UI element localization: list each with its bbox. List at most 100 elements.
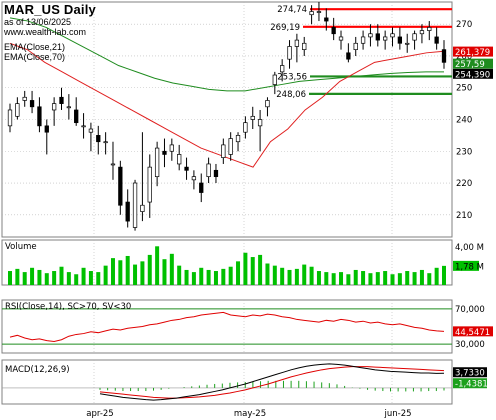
price-tick-label: 230 <box>456 147 472 157</box>
volume-bar <box>44 273 49 285</box>
volume-bar <box>309 266 314 285</box>
volume-bar <box>287 269 292 285</box>
ema70-label: EMA(Close,70) <box>4 52 66 62</box>
volume-bar <box>250 257 255 285</box>
candle-body <box>191 176 197 181</box>
volume-bar <box>125 255 130 285</box>
site-url: www.wealth-lab.com <box>4 27 87 37</box>
candle-body <box>265 100 270 108</box>
candle-body <box>103 141 108 144</box>
volume-bar <box>155 246 160 285</box>
candle-body <box>81 125 86 128</box>
volume-bar <box>66 272 71 285</box>
level-label: 248,06 <box>276 90 306 100</box>
macd-hist-tag-label: -1,4381 <box>455 380 488 390</box>
level-label: 253,56 <box>277 72 307 82</box>
volume-bar <box>258 254 263 285</box>
candle-body <box>147 166 152 203</box>
volume-bar <box>243 252 248 285</box>
candle-body <box>118 166 123 206</box>
volume-bar <box>22 272 27 285</box>
price-tick-label: 250 <box>456 84 472 94</box>
x-axis-label: may-25 <box>234 409 266 419</box>
candle-body <box>213 169 219 178</box>
ema70-line <box>9 17 444 92</box>
candle-body <box>7 109 13 127</box>
candle-body <box>375 33 380 41</box>
candle-body <box>302 42 307 50</box>
macd-pane-frame <box>1 359 453 405</box>
candle-body <box>59 96 64 104</box>
candle-body <box>353 42 358 50</box>
macd-tag-label: 3,7330 <box>455 369 485 379</box>
candle-body <box>88 128 94 133</box>
candle-body <box>346 52 351 60</box>
volume-bar <box>96 272 101 285</box>
ema21-line <box>9 42 445 168</box>
volume-bar <box>412 272 417 285</box>
price-tag-label: 257,59 <box>455 60 485 70</box>
volume-bar <box>280 267 285 285</box>
volume-bar <box>177 265 182 285</box>
rsi-level-label: 30,000 <box>455 340 485 350</box>
candle-body <box>177 154 182 165</box>
volume-bar <box>331 273 336 285</box>
volume-bar <box>88 271 93 285</box>
macd-line <box>99 363 445 401</box>
volume-bar <box>236 261 241 285</box>
volume-bar <box>221 268 226 285</box>
volume-bar <box>169 253 174 285</box>
candle-body <box>294 39 300 47</box>
volume-bar <box>265 263 270 285</box>
volume-bar <box>162 259 167 285</box>
candle-body <box>132 182 138 228</box>
candle-body <box>228 138 233 155</box>
chart-header: MAR_US Daily as of 13/06/2025 www.wealth… <box>4 2 96 62</box>
volume-bar <box>184 269 189 285</box>
candle-body <box>324 17 329 22</box>
candle-body <box>309 11 314 16</box>
price-tick-label: 240 <box>456 116 472 126</box>
volume-bar <box>368 273 373 285</box>
candle-body <box>316 11 322 13</box>
rsi-pane-frame <box>1 299 453 354</box>
volume-bar <box>15 268 20 285</box>
candle-body <box>331 27 336 35</box>
x-axis-label: jun-25 <box>383 409 411 419</box>
volume-bar <box>118 260 123 285</box>
price-tick-label: 210 <box>456 211 472 221</box>
candle-body <box>199 182 204 193</box>
volume-bar <box>324 272 329 285</box>
price-tag-bg <box>453 58 493 69</box>
candle-body <box>15 103 20 117</box>
volume-tag-bg <box>453 260 479 271</box>
price-tick-label: 260 <box>456 52 472 62</box>
macd-signal-line <box>99 366 445 399</box>
volume-bar <box>103 265 108 285</box>
candle-body <box>184 166 189 171</box>
candle-body <box>397 36 403 44</box>
candle-body <box>360 36 366 44</box>
price-tag-bg <box>453 68 493 79</box>
volume-bar <box>434 267 439 285</box>
volume-bar <box>361 271 366 285</box>
candle-body <box>140 204 145 212</box>
volume-bar <box>405 271 410 285</box>
macd-title: MACD(12,26,9) <box>5 365 70 375</box>
candle-body <box>154 147 160 178</box>
volume-bar <box>228 266 233 285</box>
x-axis-label: apr-25 <box>86 409 113 419</box>
volume-bar <box>37 269 42 285</box>
volume-title: Volume <box>5 242 37 252</box>
candle-body <box>74 109 79 124</box>
candle-body <box>235 135 241 143</box>
volume-bar <box>272 265 277 285</box>
vol-pane-frame <box>1 239 453 286</box>
volume-bar <box>133 264 138 285</box>
candle-body <box>125 201 130 222</box>
volume-bar <box>81 267 86 285</box>
level-label: 269,19 <box>270 23 300 33</box>
ema21-label: EMA(Close,21) <box>4 42 66 52</box>
candle-body <box>280 65 285 73</box>
price-tick-label: 220 <box>456 179 472 189</box>
